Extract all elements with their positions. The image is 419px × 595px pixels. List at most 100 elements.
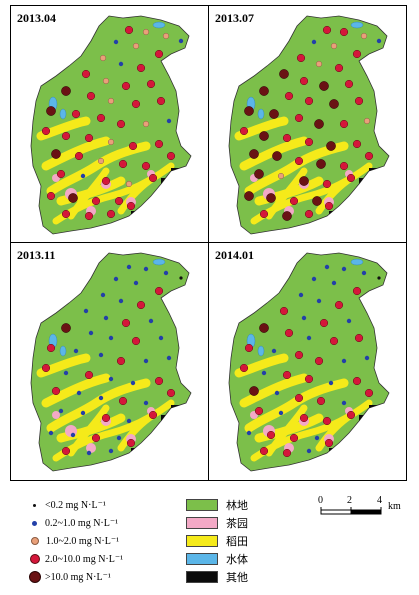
legend-dot [33,503,36,507]
sample-site-marker [116,356,126,366]
sample-site-marker [98,395,104,401]
sample-site-marker [143,400,149,406]
panel-title: 2014.01 [215,248,254,262]
sample-site-marker [319,318,329,328]
sample-site-marker [70,432,76,438]
sample-site-marker [107,138,115,146]
sample-site-marker [344,79,354,89]
map-panel-2013-04: 2013.04 [11,6,207,242]
sample-site-marker [103,315,109,321]
sample-site-marker [259,86,269,96]
sample-site-marker [294,113,304,123]
water-body [152,21,166,29]
sample-site-marker [259,209,269,219]
scale-bar-graphic [320,507,382,515]
sample-site-marker [266,430,276,440]
sample-site-marker [118,159,128,169]
legend-label: 1.0~2.0 mg N·L⁻¹ [46,535,120,547]
other-land-patch [161,415,175,421]
sample-site-marker [324,201,334,211]
legend-item-conc-2: 0.2~1.0 mg N·L⁻¹ [30,515,118,531]
sample-site-marker [354,96,364,106]
sample-site-marker [118,298,124,304]
sample-site-marker [126,264,132,270]
sample-site-marker [304,137,314,147]
paddy-field-strip [239,136,309,171]
other-land-patch [161,178,175,184]
legend-item-conc-3: 1.0~2.0 mg N·L⁻¹ [30,533,119,549]
sample-site-marker [84,133,94,143]
sample-site-marker [86,91,96,101]
water-body [59,345,67,357]
sample-site-marker [364,151,374,161]
sample-site-marker [88,330,94,336]
legend-label: 林地 [226,499,248,512]
sample-site-marker [341,358,347,364]
sample-site-marker [339,161,349,171]
sample-site-marker [244,191,254,201]
catchment-map [30,15,192,235]
legend-label: 稻田 [226,535,248,548]
sample-site-marker [113,276,119,282]
sample-site-marker [282,370,292,380]
other-land-patch [171,168,189,174]
sample-site-marker [101,176,111,186]
sample-site-marker [56,169,66,179]
sample-site-marker [96,113,106,123]
sample-site-marker [324,264,330,270]
panel-divider-horizontal [11,242,406,243]
tea-garden-patch [86,443,96,453]
sample-site-marker [352,139,362,149]
water-swatch [186,553,218,565]
sample-site-marker [244,106,254,116]
sample-site-marker [158,335,164,341]
tea-garden-patch [52,411,60,419]
panel-title: 2013.04 [17,11,56,25]
sample-site-marker [121,318,131,328]
sample-site-marker [58,408,64,414]
other-land-patch [131,448,141,452]
other-land-patch [329,211,339,215]
sample-site-marker [126,201,136,211]
sample-site-marker [61,323,71,333]
sample-site-marker [361,270,367,276]
sample-site-marker [118,396,128,406]
sample-site-marker [346,410,356,420]
sample-site-marker [249,386,259,396]
sample-site-marker [306,335,312,341]
sample-site-marker [154,286,164,296]
sample-site-marker [244,343,254,353]
scale-label-0: 0 [318,495,323,506]
sample-site-marker [68,193,78,203]
sample-site-marker [148,318,154,324]
sample-site-marker [279,306,289,316]
sample-site-marker [296,53,306,63]
sample-site-marker [294,156,304,166]
catchment-boundary [30,252,192,472]
sample-site-marker [142,120,150,128]
sample-site-marker [364,355,370,361]
sample-site-marker [154,139,164,149]
sample-site-marker [166,151,176,161]
sample-site-marker [311,276,317,282]
sample-site-marker [266,193,276,203]
sample-site-marker [131,99,141,109]
catchment-boundary [228,252,390,472]
legend-dot [30,554,40,564]
panel-title: 2013.07 [215,11,254,25]
sample-site-marker [331,280,337,286]
sample-site-marker [116,119,126,129]
sample-site-marker [294,350,304,360]
catchment-map [228,252,390,472]
sample-site-marker [162,32,170,40]
other-land-patch [131,211,141,215]
paddy-field-strip [46,378,151,433]
sample-site-marker [301,315,307,321]
sample-site-marker [133,280,139,286]
sample-site-marker [239,126,249,136]
sample-site-marker [322,25,332,35]
tea-swatch [186,517,218,529]
sample-site-marker [354,333,364,343]
sample-site-marker [259,131,269,141]
sample-site-marker [124,25,134,35]
